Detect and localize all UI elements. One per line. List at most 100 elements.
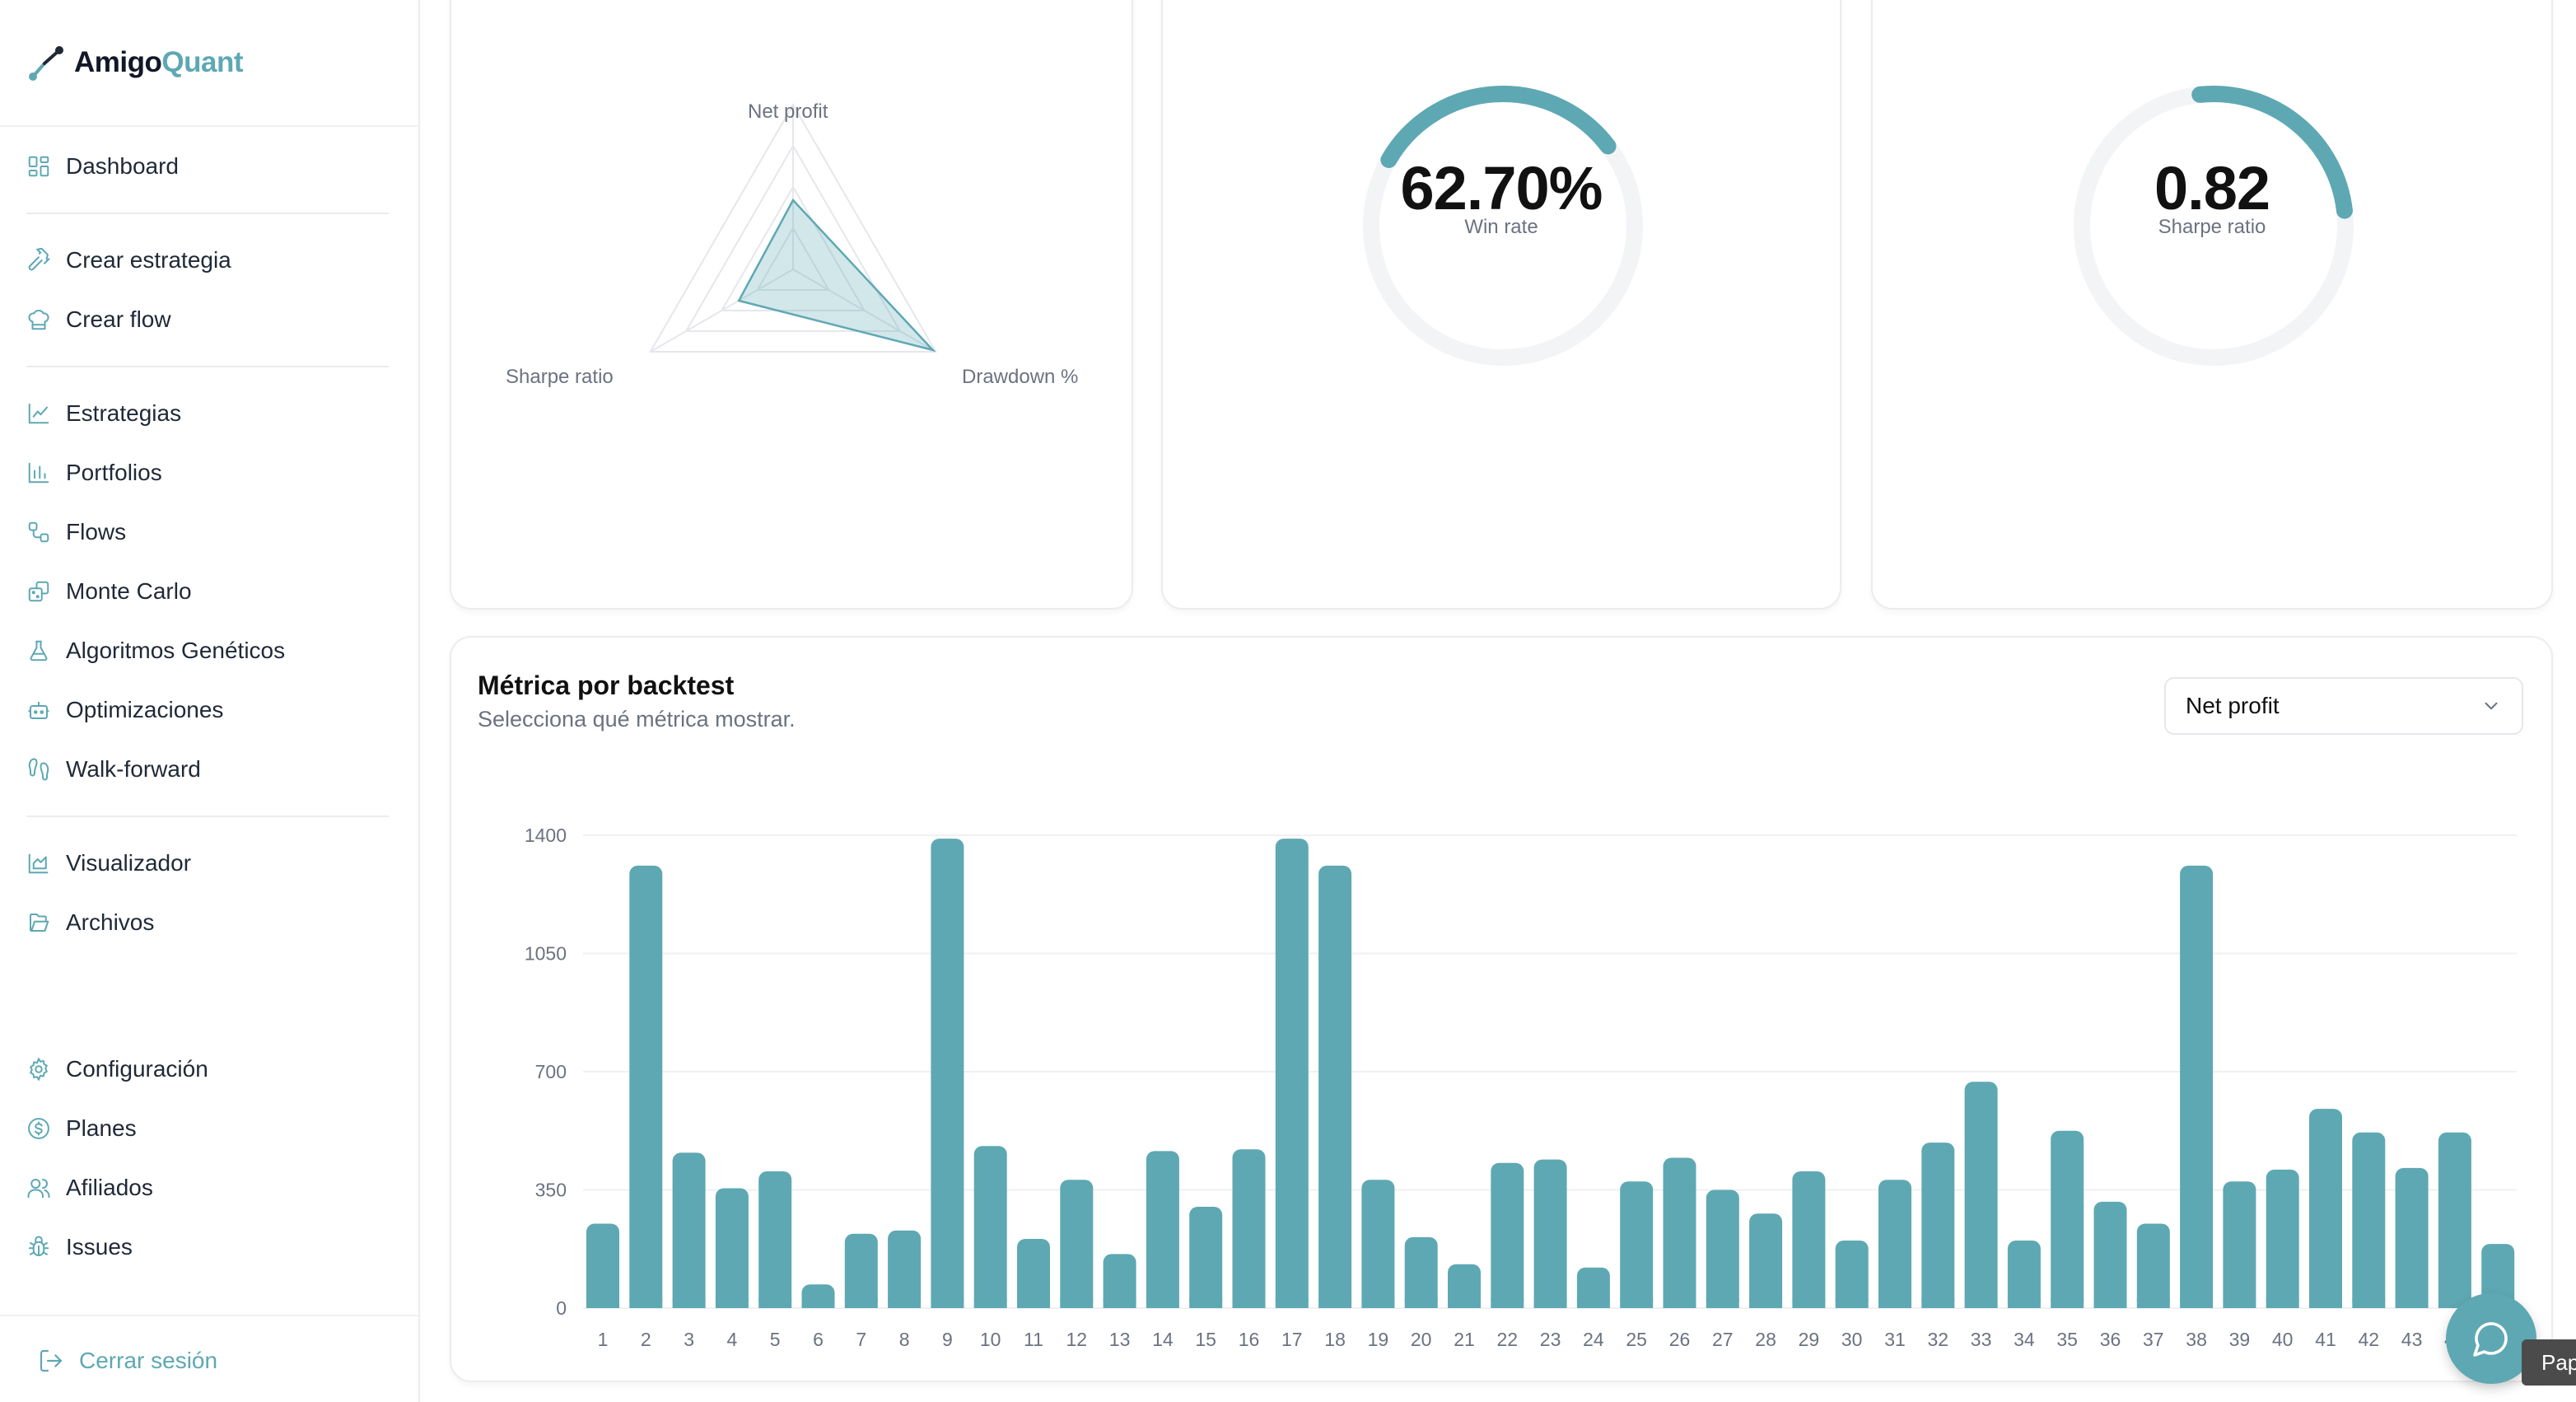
bar — [2007, 1241, 2041, 1308]
bar-base — [1749, 1298, 1783, 1308]
bar-base — [1620, 1298, 1654, 1308]
bar — [1921, 1143, 1955, 1308]
sidebar-item-label: Flows — [66, 519, 127, 544]
bar-base — [1706, 1298, 1739, 1308]
bar — [931, 839, 964, 1308]
x-tick-label: 37 — [2143, 1329, 2164, 1350]
sidebar-item-monte-carlo[interactable]: Monte Carlo — [26, 572, 192, 611]
sidebar: AmigoQuant Dashboard Crear estrategia Cr… — [0, 0, 420, 1402]
brand-logo[interactable]: AmigoQuant — [26, 41, 243, 84]
radar-label-net-profit: Net profit — [748, 100, 828, 123]
sidebar-item-label: Issues — [66, 1234, 133, 1259]
x-tick-label: 25 — [1626, 1329, 1647, 1350]
bar-base — [1792, 1298, 1826, 1308]
x-tick-label: 16 — [1239, 1329, 1260, 1350]
bar — [2309, 1109, 2342, 1308]
sidebar-item-issues[interactable]: Issues — [26, 1227, 133, 1267]
bar — [1361, 1180, 1395, 1308]
dashboard-grid-icon — [28, 156, 49, 177]
metric-card: 0 350 700 1050 1400 1 2 3 4 5 6 7 8 9 10 11 12 13 14 15 16 17… — [450, 636, 2553, 1382]
flask-icon — [30, 640, 48, 661]
footprints-icon — [28, 758, 49, 781]
sidebar-item-crear-estrategia[interactable]: Crear estrategia — [26, 241, 231, 280]
bar — [1275, 839, 1309, 1308]
bar — [2438, 1132, 2471, 1308]
bar — [1318, 865, 1352, 1308]
radar-label-drawdown: Drawdown % — [962, 366, 1079, 388]
folder-open-icon — [30, 914, 49, 932]
bar-base — [1361, 1298, 1395, 1308]
sidebar-item-label: Portfolios — [66, 460, 162, 485]
radar-axis — [792, 269, 936, 353]
users-icon — [27, 1179, 50, 1199]
chef-hat-icon — [28, 310, 49, 330]
sidebar-item-flows[interactable]: Flows — [26, 512, 126, 552]
x-tick-label: 34 — [2014, 1329, 2035, 1350]
sidebar-item-label: Afiliados — [66, 1175, 153, 1200]
line-chart-icon — [28, 403, 49, 424]
sidebar-item-label: Planes — [66, 1115, 137, 1141]
bar-base — [715, 1298, 749, 1308]
x-tick-label: 36 — [2100, 1329, 2121, 1350]
bar — [1232, 1149, 1266, 1308]
bar — [1620, 1181, 1654, 1308]
bar-base — [2395, 1298, 2429, 1308]
sidebar-item-algoritmos-geneticos[interactable]: Algoritmos Genéticos — [26, 631, 285, 671]
bar-base — [1275, 1298, 1309, 1308]
sharpe-label: Sharpe ratio — [2158, 216, 2266, 238]
x-tick-label: 17 — [1281, 1329, 1303, 1350]
radar-grid-ring — [649, 102, 937, 353]
hammer-icon — [28, 248, 50, 271]
x-tick-label: 21 — [1454, 1329, 1475, 1350]
x-tick-label: 42 — [2359, 1329, 2380, 1350]
sidebar-item-visualizador[interactable]: Visualizador — [26, 844, 191, 883]
sidebar-item-label: Optimizaciones — [66, 697, 224, 722]
bar-base — [2136, 1298, 2170, 1308]
sidebar-item-configuracion[interactable]: Configuración — [26, 1049, 208, 1089]
x-tick-label: 8 — [899, 1329, 910, 1350]
sidebar-item-label: Visualizador — [66, 850, 192, 876]
sidebar-item-estrategias[interactable]: Estrategias — [26, 394, 181, 433]
bar — [2051, 1130, 2084, 1308]
bar — [2093, 1201, 2127, 1308]
bar — [2136, 1223, 2170, 1308]
bar-base — [758, 1298, 792, 1308]
sidebar-item-afiliados[interactable]: Afiliados — [26, 1168, 153, 1208]
chat-button[interactable] — [2446, 1293, 2536, 1384]
sidebar-item-portfolios[interactable]: Portfolios — [26, 453, 162, 493]
bar — [1103, 1254, 1136, 1308]
bar — [1749, 1213, 1783, 1308]
sidebar-item-crear-flow[interactable]: Crear flow — [26, 300, 171, 339]
winrate-gauge — [1363, 86, 1643, 366]
sidebar-item-archivos[interactable]: Archivos — [26, 903, 154, 942]
bar-base — [1576, 1298, 1610, 1308]
sidebar-item-dashboard[interactable]: Dashboard — [26, 147, 179, 186]
bar — [1878, 1180, 1911, 1308]
x-tick-label: 22 — [1497, 1329, 1519, 1350]
sidebar-item-planes[interactable]: Planes — [26, 1109, 137, 1148]
logout-button[interactable]: Cerrar sesión — [38, 1343, 217, 1379]
bar — [844, 1233, 878, 1308]
x-tick-label: 10 — [980, 1329, 1001, 1350]
sidebar-item-label: Dashboard — [66, 153, 179, 179]
bar — [1835, 1241, 1869, 1308]
dollar-circle-icon — [28, 1118, 49, 1139]
bar-base — [1491, 1298, 1524, 1308]
bar-base — [1533, 1298, 1567, 1308]
workflow-icon — [28, 521, 49, 543]
bar — [1189, 1207, 1223, 1308]
sidebar-item-walk-forward[interactable]: Walk-forward — [26, 750, 201, 789]
gauge-progress-arc — [2191, 86, 2353, 219]
bar — [1964, 1082, 1998, 1308]
nav-divider — [26, 366, 389, 367]
bar-base — [2051, 1298, 2084, 1308]
bar-base — [1189, 1298, 1223, 1308]
x-tick-label: 27 — [1712, 1329, 1734, 1350]
bar — [672, 1152, 706, 1308]
sidebar-item-optimizaciones[interactable]: Optimizaciones — [26, 690, 223, 730]
bar-base — [2180, 1298, 2214, 1308]
nav-divider — [26, 815, 389, 817]
radar-chart — [649, 102, 937, 353]
metric-select[interactable]: Net profit — [2164, 677, 2523, 735]
x-tick-label: 14 — [1152, 1329, 1174, 1350]
